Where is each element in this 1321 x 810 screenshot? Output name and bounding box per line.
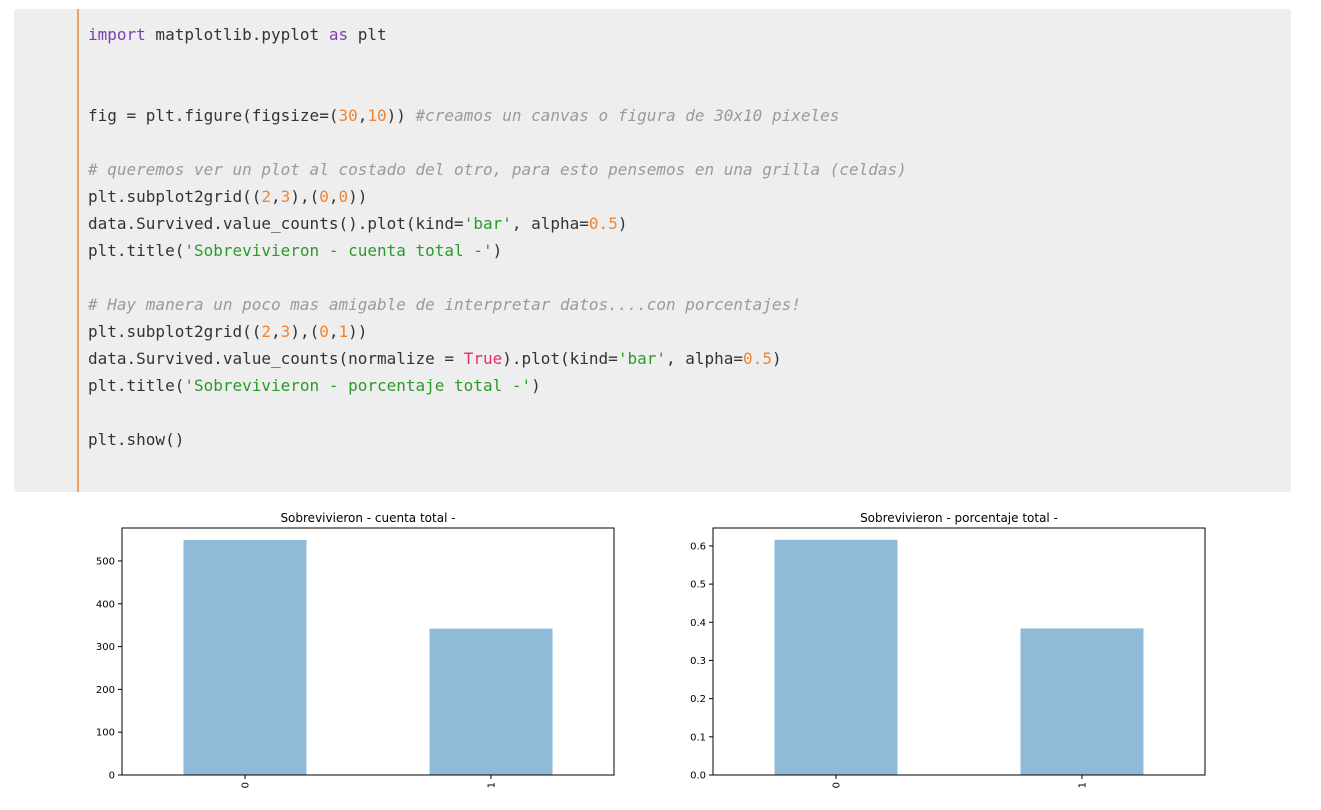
code-token: )) (348, 187, 368, 206)
code-token: 3 (280, 187, 291, 206)
y-tick-label: 0.4 (690, 618, 706, 629)
code-token: , (328, 187, 339, 206)
code-token: 0.5 (588, 214, 618, 233)
code-token: 'Sobrevivieron - cuenta total -' (184, 241, 493, 260)
code-token: ),( (290, 322, 320, 341)
bar (774, 539, 898, 775)
code-token: 2 (261, 187, 272, 206)
y-tick-label: 300 (96, 642, 115, 653)
code-token: ) (531, 376, 541, 395)
code-token: 'Sobrevivieron - porcentaje total -' (184, 376, 532, 395)
code-token: plt.title( (88, 376, 185, 395)
y-tick-label: 0 (109, 771, 115, 782)
code-token: , (271, 322, 281, 341)
code-token: plt (348, 25, 387, 44)
code-cell[interactable]: import matplotlib.pyplot as plt fig = pl… (14, 9, 1291, 492)
code-token: 0 (319, 322, 329, 341)
code-token: matplotlib.pyplot (145, 25, 329, 44)
code-token: 2 (261, 322, 272, 341)
chart-0: 0 100 200 300 400 500 0 1 Sobrevivieron - cuenta… (96, 511, 615, 788)
code-token: 1 (338, 322, 349, 341)
code-token: , (328, 322, 339, 341)
code-token: #creamos un canvas o figura de 30x10 pix… (415, 106, 840, 125)
code-line: plt.subplot2grid((2,3),(0,1)) (88, 318, 907, 345)
code-line: # Hay manera un poco mas amigable de int… (88, 291, 907, 318)
x-tick-label: 1 (1078, 782, 1089, 788)
code-token: data.Survived.value_counts().plot(kind= (88, 214, 464, 233)
code-token: ) (617, 214, 628, 233)
code-token: 'bar' (617, 349, 666, 368)
code-token: , alpha= (665, 349, 744, 368)
code-line: data.Survived.value_counts(normalize = T… (88, 345, 907, 372)
code-token: 0 (338, 187, 349, 206)
code-token: plt.show() (88, 430, 185, 449)
plot-frame (121, 527, 615, 776)
code-token: fig = plt.figure(figsize=( (88, 106, 339, 125)
y-tick-label: 0.3 (690, 656, 706, 667)
x-tick-label: 0 (241, 782, 252, 788)
y-tick-label: 500 (96, 556, 115, 567)
code-line: plt.title('Sobrevivieron - porcentaje to… (88, 372, 907, 399)
x-tick-label: 0 (832, 782, 843, 788)
code-editor[interactable]: import matplotlib.pyplot as plt fig = pl… (88, 21, 907, 453)
x-tick-label: 1 (487, 782, 498, 788)
code-line: plt.title('Sobrevivieron - cuenta total … (88, 237, 907, 264)
code-token: as (328, 25, 349, 44)
code-token: plt.subplot2grid(( (88, 187, 262, 206)
y-tick-label: 0.6 (690, 541, 706, 552)
code-token: 30 (338, 106, 358, 125)
code-line: plt.show() (88, 426, 907, 453)
y-tick-label: 100 (96, 728, 115, 739)
chart-title: Sobrevivieron - cuenta total - (280, 511, 455, 525)
code-token: import (88, 25, 146, 44)
code-token: 10 (367, 106, 387, 125)
code-token: ) (771, 349, 782, 368)
code-line: plt.subplot2grid((2,3),(0,0)) (88, 183, 907, 210)
chart-title: Sobrevivieron - porcentaje total - (860, 511, 1058, 525)
plot-frame (712, 527, 1206, 776)
code-line: data.Survived.value_counts().plot(kind='… (88, 210, 907, 237)
y-tick-label: 0.0 (690, 771, 706, 782)
y-tick-label: 0.5 (690, 580, 706, 591)
code-token: data.Survived.value_counts(normalize = (88, 349, 464, 368)
bar (183, 539, 307, 775)
code-token: , alpha= (511, 214, 589, 233)
code-line: # queremos ver un plot al costado del ot… (88, 156, 907, 183)
code-token: ),( (290, 187, 320, 206)
bar (1020, 628, 1144, 775)
code-token: True (463, 349, 503, 368)
code-token: # Hay manera un poco mas amigable de int… (88, 295, 801, 314)
cell-accent-bar (77, 9, 79, 492)
code-token: ) (492, 241, 503, 260)
code-token: 'bar' (463, 214, 512, 233)
code-token: )) (348, 322, 368, 341)
code-token: ).plot(kind= (502, 349, 618, 368)
code-token: , (357, 106, 368, 125)
code-token: 0 (319, 187, 329, 206)
code-token: plt.subplot2grid(( (88, 322, 262, 341)
code-token: 0.5 (743, 349, 772, 368)
code-token: plt.title( (88, 241, 185, 260)
code-token: )) (386, 106, 416, 125)
code-token: , (271, 187, 281, 206)
bar (429, 628, 553, 775)
code-line: import matplotlib.pyplot as plt (88, 21, 907, 48)
y-tick-label: 0.1 (690, 732, 706, 743)
code-token: 3 (280, 322, 291, 341)
code-token: # queremos ver un plot al costado del ot… (88, 160, 907, 179)
y-tick-label: 400 (96, 599, 115, 610)
y-tick-label: 0.2 (690, 694, 706, 705)
chart-1: 0.0 0.1 0.2 0.3 0.4 0.5 0.6 0 1 Sobrevivieron - p… (690, 511, 1206, 788)
code-line: fig = plt.figure(figsize=(30,10)) #cream… (88, 102, 907, 129)
y-tick-label: 200 (96, 685, 115, 696)
